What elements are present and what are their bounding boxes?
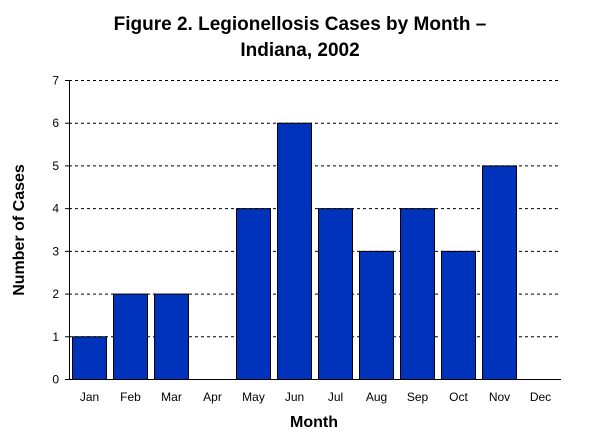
bar-mar [154,293,189,381]
x-tick-label: Jul [328,390,343,404]
x-tick-label: Sep [407,390,429,404]
y-axis-label: Number of Cases [11,164,28,296]
chart-title-line1: Figure 2. Legionellosis Cases by Month – [113,14,487,35]
y-tick-label: 5 [52,159,59,173]
chart-title-line2: Indiana, 2002 [240,40,360,61]
y-tick-label: 6 [52,116,59,130]
x-tick-label: Aug [366,390,387,404]
bar-feb [113,293,148,381]
x-tick-label: Jun [285,390,304,404]
y-tick-label: 1 [52,330,59,344]
x-tick-label: Apr [203,390,222,404]
x-tick-label: Jan [80,390,99,404]
bar-nov [482,165,517,380]
bar-aug [359,250,394,380]
x-tick-label: May [242,390,265,404]
bar-jun [277,122,312,380]
bar-jul [318,208,353,380]
x-tick-label: Mar [161,390,182,404]
bar-oct [441,250,476,380]
y-tick-label: 0 [52,373,59,387]
bar-sep [400,208,435,380]
y-tick-label: 7 [52,74,59,88]
y-tick-label: 2 [52,287,59,301]
x-tick-label: Oct [449,390,468,404]
bar-jan [72,336,107,380]
x-tick-label: Feb [120,390,141,404]
x-axis-label: Month [290,414,338,431]
y-tick-label: 4 [52,202,59,216]
x-tick-label: Dec [530,390,551,404]
y-tick-label: 3 [52,244,59,258]
x-tick-label: Nov [489,390,510,404]
bar-may [236,208,271,380]
